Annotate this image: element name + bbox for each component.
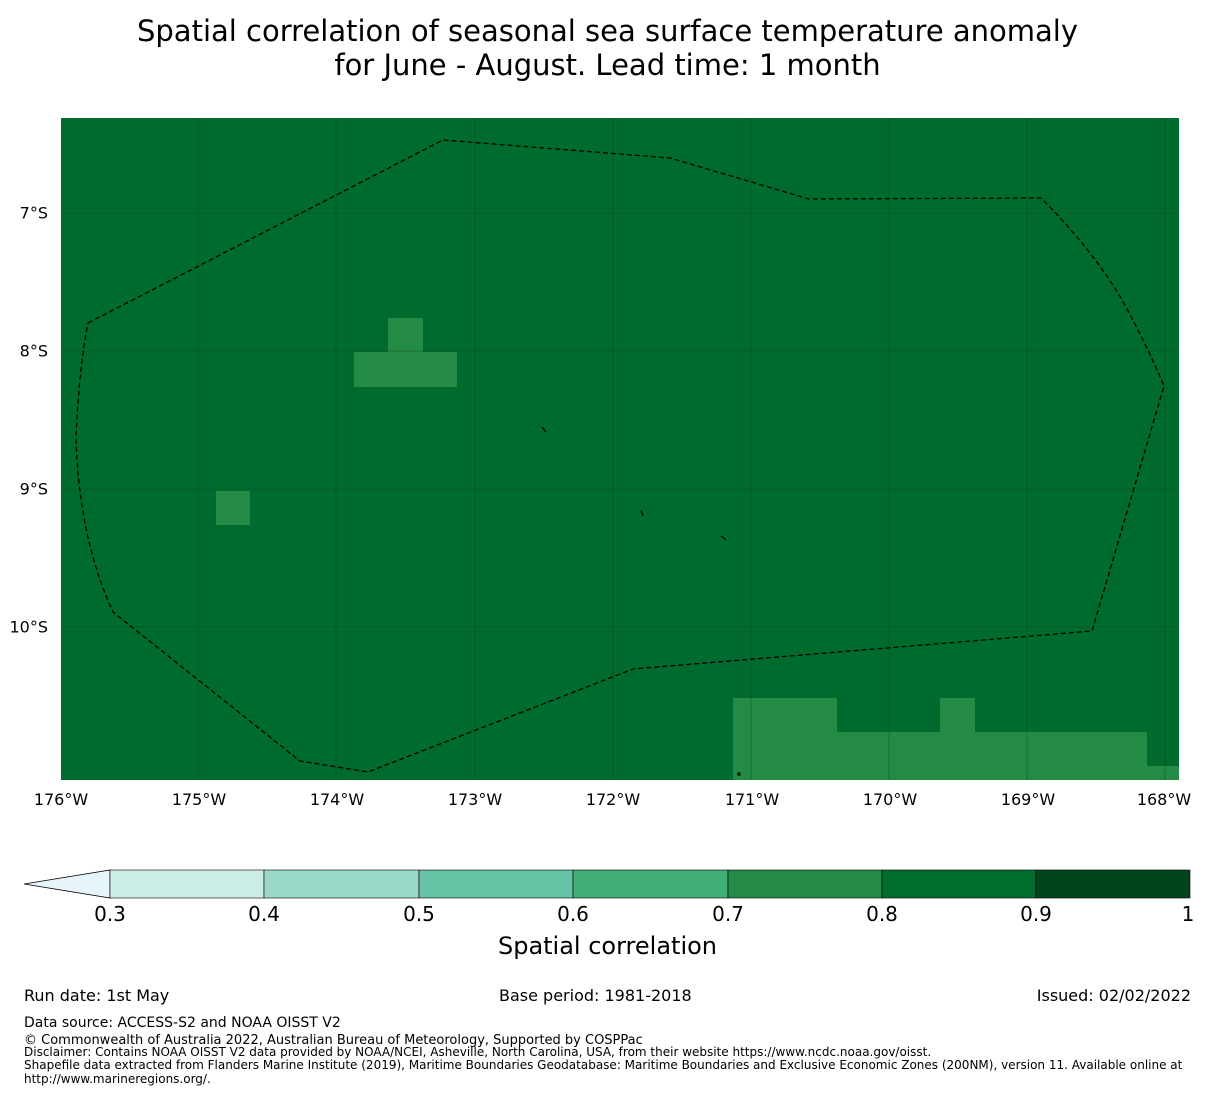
correlation-patches [216,318,1179,780]
lon-label-174w: 174°W [309,790,365,809]
colorbar-bin-0.5 [418,869,574,899]
patch-west [216,491,250,525]
lat-label-7s: 7°S [19,203,48,223]
lon-label-169w: 169°W [1000,790,1056,809]
shapefile-url: http://www.marineregions.org/. [24,1072,211,1086]
lon-label-176w: 176°W [33,790,89,809]
lat-label-8s: 8°S [19,341,48,361]
chart-title: Spatial correlation of seasonal sea surf… [0,14,1215,82]
gridlines [61,118,1179,780]
colorbar-label: Spatial correlation [497,932,718,960]
lon-label-172w: 172°W [585,790,641,809]
colorbar-tick-0.9: 0.9 [1020,902,1052,926]
copyright-notice: © Commonwealth of Australia 2022, Austra… [24,1033,643,1048]
colorbar-extend-arrow [24,869,111,899]
island-2 [640,509,644,517]
colorbar-tick-0.7: 0.7 [712,902,744,926]
island-3 [720,535,727,541]
lat-label-9s: 9°S [19,479,48,499]
patch-north-small [388,318,423,352]
colorbar-bin-0.6 [572,869,729,899]
colorbar-bin-0.4 [263,869,420,899]
colorbar-bin-0.9 [1035,869,1191,899]
title-line-1: Spatial correlation of seasonal sea surf… [136,14,1079,48]
colorbar [24,869,1191,899]
run-date: Run date: 1st May [24,986,170,1005]
lon-label-171w: 171°W [724,790,780,809]
colorbar-tick-0.6: 0.6 [557,902,589,926]
colorbar-bin-0.3 [109,869,265,899]
map-background [61,118,1179,780]
patch-southeast [733,698,1179,780]
colorbar-tick-0.4: 0.4 [248,902,280,926]
map-panel [61,118,1179,780]
colorbar-tick-0.8: 0.8 [866,902,898,926]
eez-boundary [75,139,1165,773]
island-1 [541,426,547,433]
base-period: Base period: 1981-2018 [499,986,692,1005]
data-source: Data source: ACCESS-S2 and NOAA OISST V2 [24,1015,341,1031]
colorbar-tick-0.3: 0.3 [94,902,126,926]
lon-label-173w: 173°W [447,790,503,809]
islands [541,426,741,776]
lon-label-175w: 175°W [171,790,227,809]
disclaimer: Disclaimer: Contains NOAA OISST V2 data … [24,1045,932,1059]
colorbar-tick-1: 1 [1181,902,1195,926]
lon-label-170w: 170°W [862,790,918,809]
colorbar-bin-0.7 [727,869,883,899]
colorbar-bin-0.8 [881,869,1037,899]
lon-label-168w: 168°W [1136,790,1192,809]
patch-north-wide [354,352,457,387]
shapefile-credit: Shapefile data extracted from Flanders M… [24,1058,1183,1072]
colorbar-tick-0.5: 0.5 [403,902,435,926]
issued-date: Issued: 02/02/2022 [1036,986,1191,1005]
island-4 [737,772,741,776]
lat-label-10s: 10°S [9,617,48,637]
title-line-2: for June - August. Lead time: 1 month [334,48,881,82]
